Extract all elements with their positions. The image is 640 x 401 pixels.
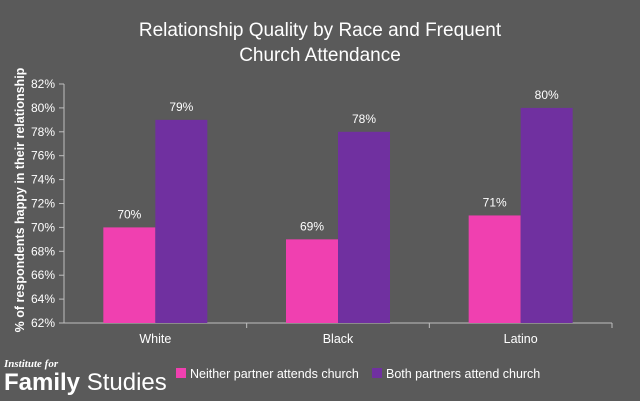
- legend-label: Both partners attend church: [386, 367, 540, 381]
- legend-swatch: [176, 368, 186, 378]
- brand-logo-name-light: Studies: [86, 369, 167, 396]
- bar: [155, 119, 208, 323]
- data-label: 80%: [535, 88, 559, 102]
- y-tick-label: 66%: [31, 268, 55, 282]
- bar: [520, 107, 573, 324]
- brand-logo-top: Institute for: [4, 358, 59, 370]
- y-axis-label: % of respondents happy in their relation…: [13, 67, 27, 332]
- y-tick-label: 76%: [31, 149, 55, 163]
- y-tick-label: 74%: [31, 173, 55, 187]
- x-tick-label: White: [139, 332, 171, 346]
- y-tick-label: 62%: [31, 316, 55, 330]
- bar: [468, 215, 521, 323]
- y-tick-label: 64%: [31, 292, 55, 306]
- legend-swatch: [372, 368, 382, 378]
- bar: [286, 239, 338, 323]
- brand-logo: Institute for Family Studies: [4, 358, 167, 396]
- brand-logo-name-bold: Family: [4, 369, 81, 396]
- chart-title-line-1: Relationship Quality by Race and Frequen…: [138, 20, 502, 41]
- bar: [103, 227, 156, 323]
- x-tick-label: Black: [323, 332, 354, 346]
- y-tick-label: 68%: [31, 244, 55, 258]
- data-label: 78%: [352, 112, 376, 126]
- data-label: 69%: [300, 219, 324, 233]
- y-tick-label: 70%: [31, 220, 55, 234]
- chart-title: Relationship Quality by Race and Frequen…: [0, 18, 640, 68]
- data-label: 79%: [169, 100, 193, 114]
- y-tick-label: 72%: [31, 197, 55, 211]
- legend-label: Neither partner attends church: [190, 367, 359, 381]
- data-label: 70%: [117, 207, 141, 221]
- data-label: 71%: [483, 195, 507, 209]
- brand-logo-name: Family Studies: [4, 370, 167, 396]
- y-tick-label: 78%: [31, 125, 55, 139]
- bar: [338, 131, 390, 323]
- y-tick-label: 80%: [31, 101, 55, 115]
- chart-title-line-2: Church Attendance: [239, 45, 401, 66]
- y-tick-label: 82%: [31, 77, 55, 91]
- x-tick-label: Latino: [504, 332, 538, 346]
